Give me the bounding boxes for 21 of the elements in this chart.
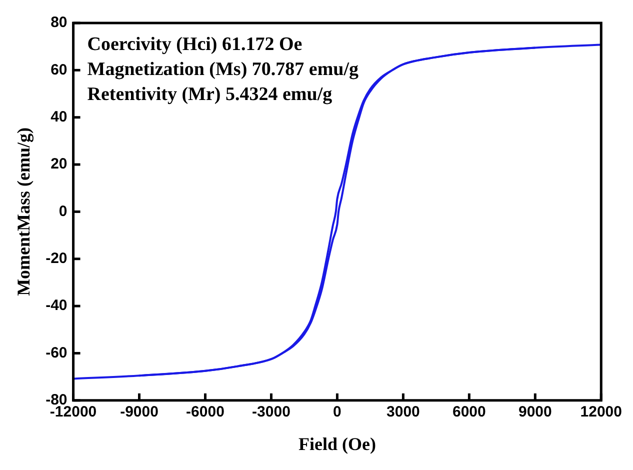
x-tick-label: 6000 bbox=[452, 404, 486, 421]
y-tick-label: 60 bbox=[50, 61, 68, 78]
y-tick-label: -40 bbox=[46, 297, 68, 314]
annotation: Magnetization (Ms) 70.787 emu/g bbox=[87, 58, 360, 80]
y-tick-label: 0 bbox=[58, 202, 68, 220]
y-tick-label: 20 bbox=[50, 156, 68, 173]
x-tick-label: -3000 bbox=[252, 404, 290, 421]
annotation: Retentivity (Mr) 5.4324 emu/g bbox=[87, 84, 333, 105]
x-tick-label: 0 bbox=[333, 404, 342, 421]
x-tick-label: 9000 bbox=[518, 404, 552, 421]
x-tick-label: -6000 bbox=[186, 404, 224, 421]
x-tick-label: 12000 bbox=[580, 404, 622, 421]
y-axis-title: MomentMass (emu/g) bbox=[13, 127, 34, 296]
y-tick-label: -20 bbox=[46, 250, 68, 268]
x-axis-title: Field (Oe) bbox=[298, 434, 376, 454]
y-tick-label: 40 bbox=[50, 108, 68, 126]
annotation: Coercivity (Hci) 61.172 Oe bbox=[87, 34, 302, 55]
y-tick-label: 80 bbox=[50, 14, 68, 32]
x-tick-label: -9000 bbox=[120, 404, 158, 421]
x-tick-label: 3000 bbox=[386, 404, 420, 421]
y-tick-label: -60 bbox=[46, 344, 68, 362]
